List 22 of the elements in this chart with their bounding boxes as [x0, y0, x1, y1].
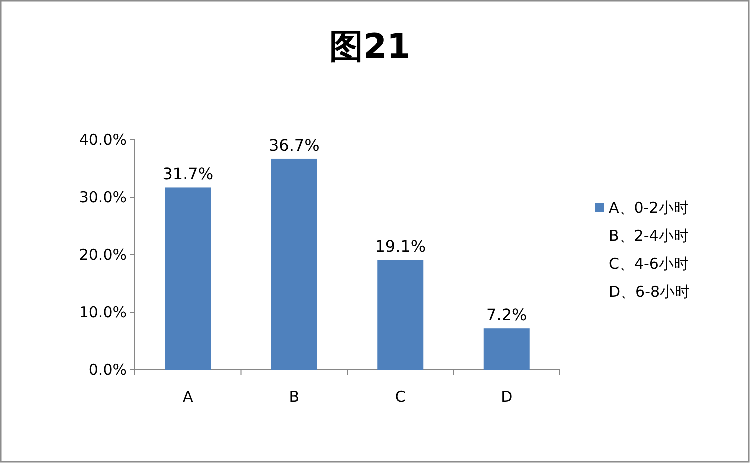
- bar: [165, 188, 212, 370]
- legend-label: A、0-2小时: [609, 199, 689, 217]
- text: D、6-8小时: [609, 283, 690, 301]
- y-tick-label: 10.0%: [79, 304, 127, 322]
- bar: [378, 260, 424, 370]
- y-tick-label: 0.0%: [88, 361, 127, 379]
- y-tick-label: 30.0%: [79, 188, 127, 206]
- bar: [484, 328, 530, 370]
- y-tick-label: 20.0%: [79, 246, 127, 264]
- text: C、4-6小时: [609, 255, 689, 273]
- text: B、2-4小时: [609, 227, 689, 245]
- x-tick-label: C: [395, 388, 406, 406]
- y-tick-label: 40.0%: [79, 131, 127, 149]
- chart-title: 图21: [329, 27, 411, 67]
- x-tick-label: D: [501, 388, 513, 406]
- data-label: 31.7%: [162, 164, 214, 184]
- x-tick-label: A: [182, 388, 194, 406]
- bar: [271, 158, 318, 370]
- data-label: 19.1%: [375, 237, 426, 256]
- x-tick-label: B: [289, 388, 300, 406]
- data-label: 36.7%: [268, 136, 320, 155]
- data-label: 7.2%: [486, 306, 528, 325]
